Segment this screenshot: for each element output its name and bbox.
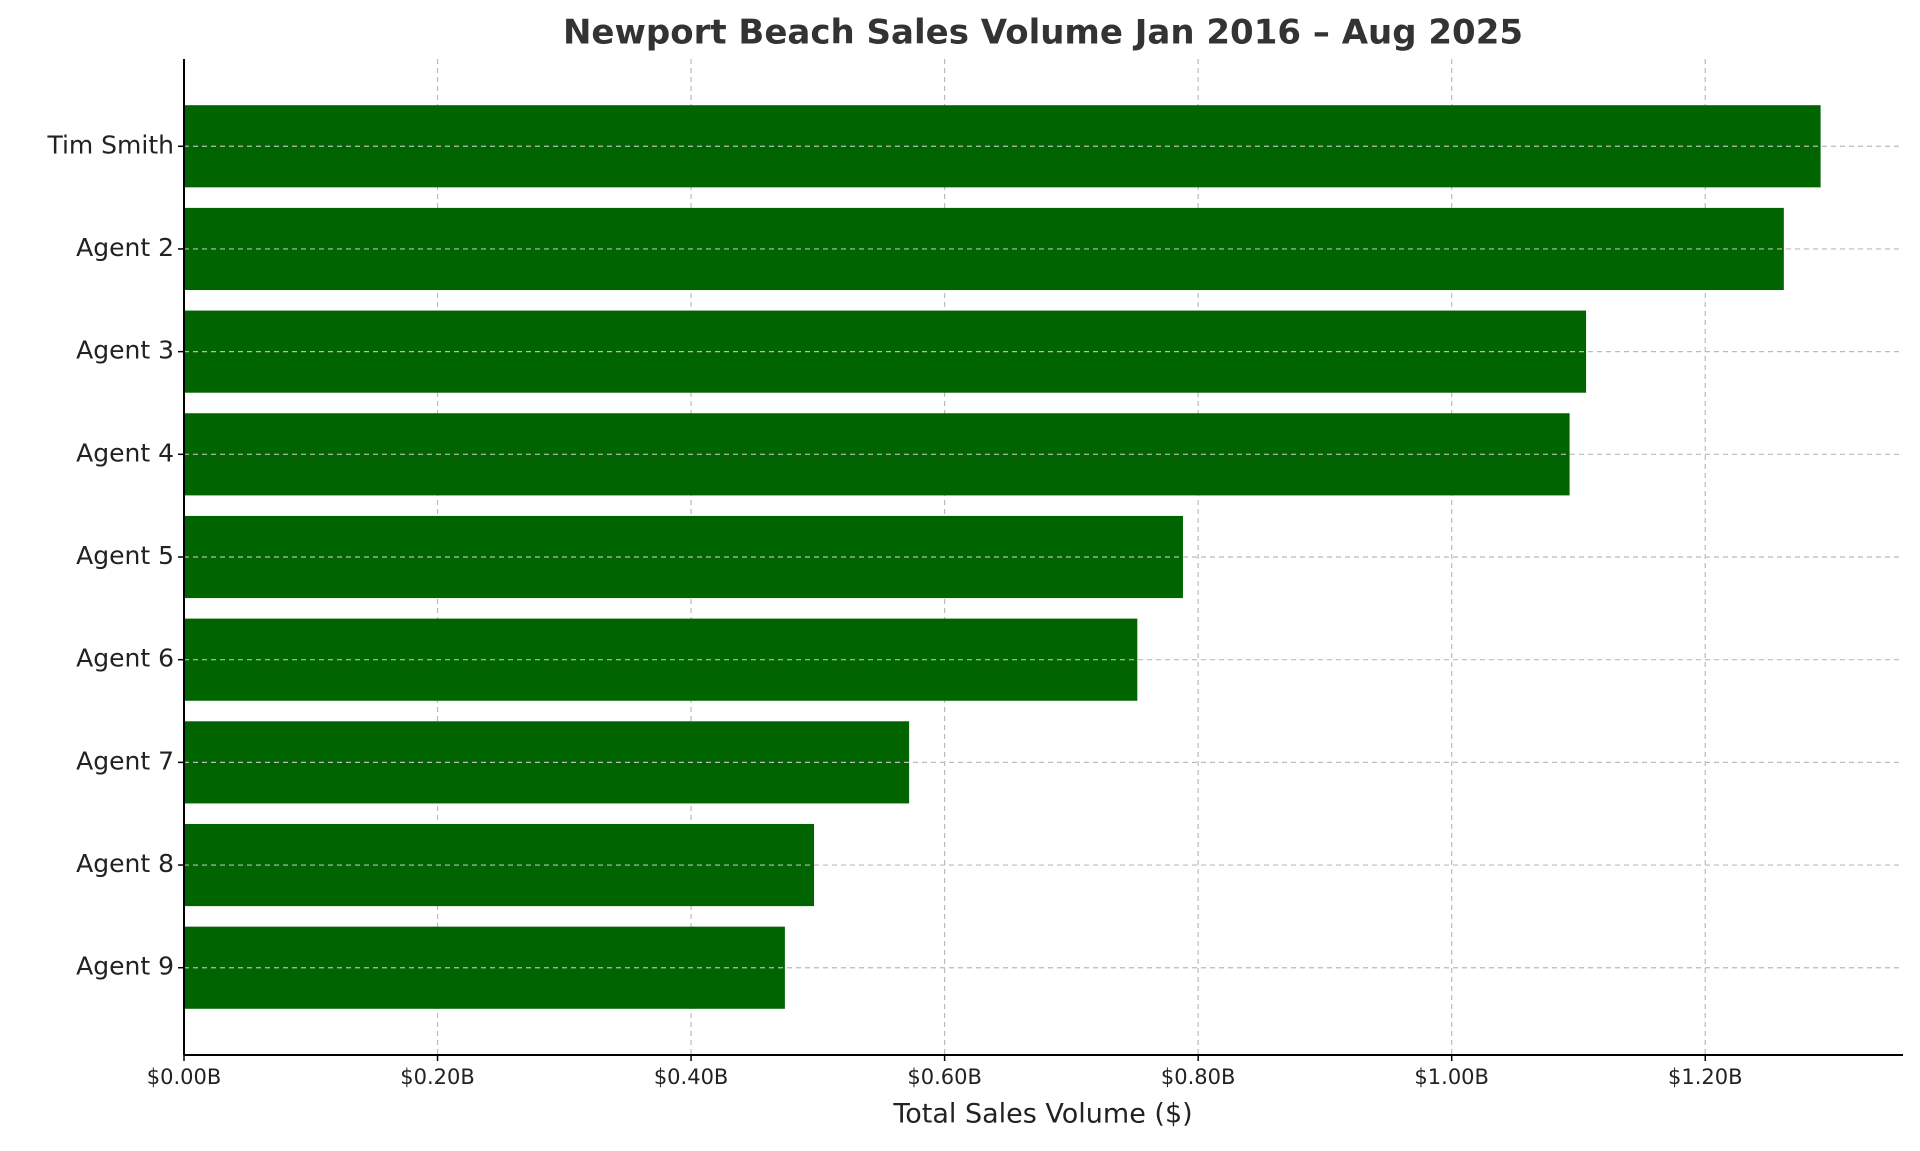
x-tick-label: $0.40B (654, 1065, 729, 1089)
chart-title: Newport Beach Sales Volume Jan 2016 – Au… (563, 13, 1523, 53)
bar (184, 310, 1587, 393)
y-tick-label: Agent 2 (76, 233, 174, 262)
y-tick-label: Agent 9 (76, 952, 174, 981)
y-tick-label: Agent 6 (76, 644, 174, 673)
y-tick-label: Agent 3 (76, 336, 174, 365)
x-tick-label: $0.00B (147, 1065, 222, 1089)
x-axis-label: Total Sales Volume ($) (892, 1099, 1192, 1130)
x-tick-label: $0.60B (907, 1065, 982, 1089)
y-tick-label: Agent 4 (76, 438, 174, 467)
y-tick-label: Agent 5 (76, 541, 174, 570)
y-tick-label: Agent 7 (76, 746, 174, 775)
x-tick-label: $1.00B (1414, 1065, 1489, 1089)
y-tick-label: Tim Smith (46, 130, 174, 159)
y-tick-label: Agent 8 (76, 849, 174, 878)
x-tick-label: $0.20B (400, 1065, 475, 1089)
x-tick-label: $1.20B (1668, 1065, 1743, 1089)
x-tick-label: $0.80B (1161, 1065, 1236, 1089)
